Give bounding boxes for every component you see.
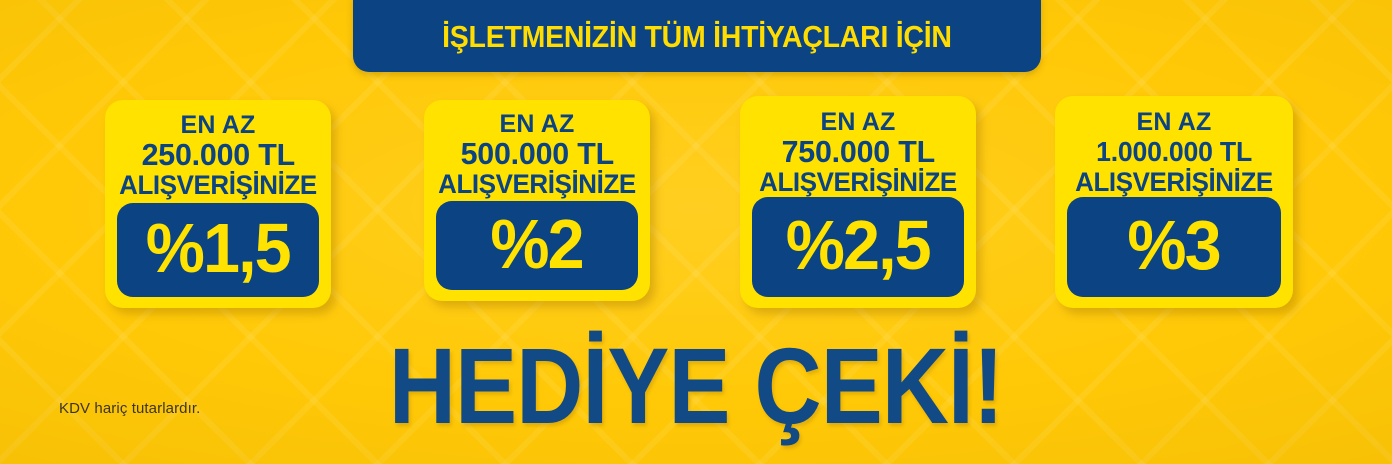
card-spend-label: ALIŞVERİŞİNİZE xyxy=(119,170,317,200)
main-headline: HEDİYE ÇEKİ! xyxy=(388,325,1004,446)
card-amount: 750.000 TL xyxy=(781,134,935,169)
card-percent-box: %1,5 xyxy=(117,203,319,297)
card-percent-box: %2 xyxy=(436,201,638,290)
card-eminent-label: EN AZ xyxy=(499,110,575,138)
card-spend-label: ALIŞVERİŞİNİZE xyxy=(438,169,636,199)
card-percent-value: %3 xyxy=(1127,206,1222,284)
card-eminent-label: EN AZ xyxy=(1136,108,1212,136)
promo-card-750000[interactable]: EN AZ 750.000 TL ALIŞVERİŞİNİZE %2,5 xyxy=(740,96,976,308)
card-amount: 1.000.000 TL xyxy=(1096,136,1252,167)
promo-card-1000000[interactable]: EN AZ 1.000.000 TL ALIŞVERİŞİNİZE %3 xyxy=(1055,96,1293,308)
fineprint-disclaimer: KDV hariç tutarlardır. xyxy=(59,400,201,417)
card-percent-value: %1,5 xyxy=(146,209,292,287)
card-percent-value: %2,5 xyxy=(786,206,932,284)
card-amount: 500.000 TL xyxy=(460,136,614,171)
promo-card-250000[interactable]: EN AZ 250.000 TL ALIŞVERİŞİNİZE %1,5 xyxy=(105,100,331,308)
card-spend-label: ALIŞVERİŞİNİZE xyxy=(759,167,957,197)
card-eminent-label: EN AZ xyxy=(820,108,896,136)
card-eminent-label: EN AZ xyxy=(180,111,256,139)
card-percent-box: %2,5 xyxy=(752,197,964,297)
header-banner: İŞLETMENİZİN TÜM İHTİYAÇLARI İÇİN xyxy=(353,0,1041,72)
header-title: İŞLETMENİZİN TÜM İHTİYAÇLARI İÇİN xyxy=(442,18,952,54)
promo-card-500000[interactable]: EN AZ 500.000 TL ALIŞVERİŞİNİZE %2 xyxy=(424,100,650,301)
card-spend-label: ALIŞVERİŞİNİZE xyxy=(1075,167,1273,197)
card-percent-box: %3 xyxy=(1067,197,1281,297)
card-percent-value: %2 xyxy=(490,204,585,283)
card-amount: 250.000 TL xyxy=(141,137,295,172)
